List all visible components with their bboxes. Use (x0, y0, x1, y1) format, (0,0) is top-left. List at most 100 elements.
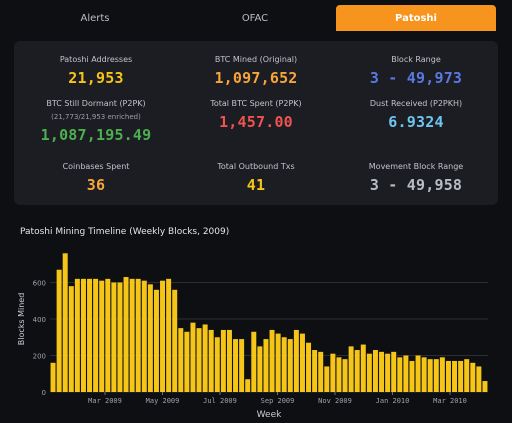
stat-label: Coinbases Spent (62, 162, 130, 171)
x-tick-label: May 2009 (146, 397, 180, 405)
bar (233, 339, 239, 392)
bar (464, 359, 470, 392)
stat-patoshi-addresses: Patoshi Addresses 21,953 (16, 55, 176, 87)
bar (202, 324, 208, 392)
bar (239, 339, 245, 392)
bar (342, 359, 348, 392)
bar (135, 278, 141, 392)
tab-patoshi[interactable]: Patoshi (336, 5, 496, 31)
bar (220, 329, 226, 392)
bar (452, 360, 458, 392)
stat-btc-spent: Total BTC Spent (P2PK) 1,457.00 (176, 99, 336, 131)
stat-label: BTC Mined (Original) (214, 55, 298, 64)
x-tick-label: Sep 2009 (261, 397, 295, 405)
bar (415, 355, 421, 392)
bar (178, 328, 184, 392)
bar (68, 286, 74, 392)
bar (99, 280, 105, 392)
bar (56, 269, 62, 392)
bar (208, 329, 214, 392)
stat-value: 3 - 49,973 (369, 69, 463, 87)
stat-value: 3 - 49,958 (369, 176, 463, 194)
bar (354, 350, 360, 392)
bar (87, 278, 93, 392)
chart-title: Patoshi Mining Timeline (Weekly Blocks, … (20, 227, 230, 237)
bar (245, 379, 251, 392)
bar (226, 329, 232, 392)
bar (62, 253, 68, 392)
bar (421, 357, 427, 392)
stat-label: Total BTC Spent (P2PK) (210, 99, 302, 108)
bar (196, 328, 202, 392)
bar (160, 280, 166, 392)
y-tick-label: 0 (42, 389, 46, 397)
bar (123, 277, 129, 392)
bar (409, 360, 415, 392)
bar (306, 342, 312, 392)
bar (214, 337, 220, 392)
stat-value: 1,087,195.49 (40, 126, 152, 144)
stat-dust-received: Dust Received (P2PKH) 6.9324 (336, 99, 496, 131)
x-axis-label: Week (257, 410, 282, 420)
bar (330, 353, 336, 392)
stat-label: BTC Still Dormant (P2PK) (46, 99, 146, 108)
bar (80, 278, 86, 392)
stat-value: 6.9324 (388, 113, 444, 131)
stat-movement-range: Movement Block Range 3 - 49,958 (336, 162, 496, 194)
stat-value: 41 (246, 176, 266, 194)
bar (397, 357, 403, 392)
stat-sublabel: (21,773/21,953 enriched) (51, 113, 141, 121)
stat-value: 21,953 (68, 69, 124, 87)
bar (153, 289, 159, 392)
bar (299, 333, 305, 392)
bar (184, 331, 190, 392)
x-tick-label: Nov 2009 (318, 397, 352, 405)
bar (172, 289, 178, 392)
tab-bar: Alerts OFAC Patoshi (0, 0, 512, 36)
x-tick-label: Jan 2010 (376, 397, 410, 405)
bar (287, 339, 293, 392)
bar (445, 360, 451, 392)
x-tick-label: Mar 2010 (433, 397, 467, 405)
bar (166, 278, 172, 392)
bar (190, 322, 196, 392)
bar (391, 351, 397, 392)
bar (257, 346, 263, 392)
y-tick-label: 600 (33, 280, 46, 288)
stat-outbound-txs: Total Outbound Txs 41 (176, 162, 336, 194)
y-tick-label: 200 (33, 353, 46, 361)
bar (385, 353, 391, 392)
bar (476, 366, 482, 392)
bar (141, 280, 147, 392)
tab-ofac[interactable]: OFAC (241, 12, 269, 24)
bar (117, 282, 123, 392)
stat-label: Dust Received (P2PKH) (369, 99, 463, 108)
stat-value: 36 (86, 176, 106, 194)
y-axis-label: Blocks Mined (17, 293, 26, 346)
bar (427, 359, 433, 392)
stat-value: 1,097,652 (214, 69, 298, 87)
bar (251, 331, 257, 392)
bar (348, 346, 354, 392)
bar (458, 360, 464, 392)
bar (275, 333, 281, 392)
bar (470, 362, 476, 392)
bar (403, 355, 409, 392)
stat-block-range: Block Range 3 - 49,973 (336, 55, 496, 87)
tab-alerts[interactable]: Alerts (80, 12, 110, 24)
mining-timeline-chart: 0 200 400 600 Mar 2009 May 2009 Jul 2009 Sep 20… (17, 253, 488, 420)
bar (336, 357, 342, 392)
bar (129, 278, 135, 392)
bar (74, 278, 80, 392)
bar (93, 278, 99, 392)
y-tick-label: 400 (33, 316, 46, 324)
bar (281, 337, 287, 392)
bar (147, 284, 153, 392)
bar (439, 357, 445, 392)
bar (269, 329, 275, 392)
stat-coinbases-spent: Coinbases Spent 36 (16, 162, 176, 194)
bar (324, 366, 330, 392)
bar (263, 339, 269, 392)
bar (312, 350, 318, 392)
stat-value: 1,457.00 (219, 113, 293, 131)
